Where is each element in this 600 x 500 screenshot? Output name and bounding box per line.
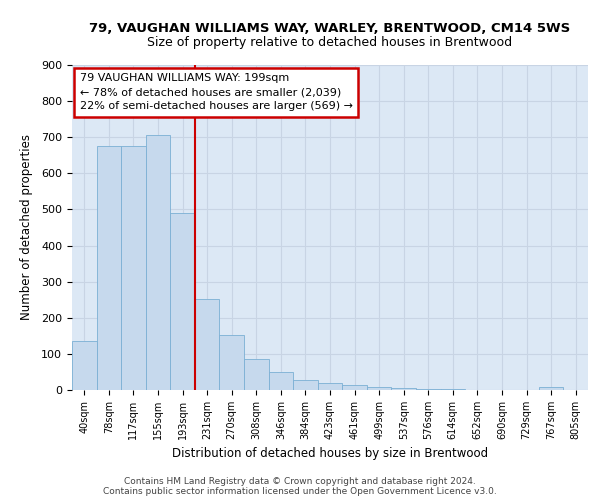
Bar [170,213,195,390]
Bar [269,372,293,390]
Bar [72,340,97,390]
Bar [121,146,146,390]
Bar [416,389,440,390]
X-axis label: Distribution of detached houses by size in Brentwood: Distribution of detached houses by size … [172,448,488,460]
Bar [539,387,563,390]
Text: 79 VAUGHAN WILLIAMS WAY: 199sqm
← 78% of detached houses are smaller (2,039)
22%: 79 VAUGHAN WILLIAMS WAY: 199sqm ← 78% of… [80,73,353,111]
Y-axis label: Number of detached properties: Number of detached properties [20,134,33,320]
Bar [195,298,220,390]
Text: Contains public sector information licensed under the Open Government Licence v3: Contains public sector information licen… [103,486,497,496]
Bar [391,388,416,390]
Bar [293,380,318,390]
Text: 79, VAUGHAN WILLIAMS WAY, WARLEY, BRENTWOOD, CM14 5WS: 79, VAUGHAN WILLIAMS WAY, WARLEY, BRENTW… [89,22,571,36]
Bar [146,135,170,390]
Bar [367,387,391,390]
Text: Contains HM Land Registry data © Crown copyright and database right 2024.: Contains HM Land Registry data © Crown c… [124,478,476,486]
Bar [97,146,121,390]
Bar [342,384,367,390]
Bar [220,335,244,390]
Bar [244,360,269,390]
Bar [318,383,342,390]
Text: Size of property relative to detached houses in Brentwood: Size of property relative to detached ho… [148,36,512,49]
